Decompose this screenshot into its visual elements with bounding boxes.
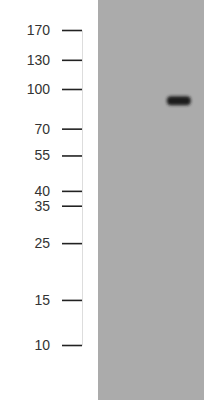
tick-label: 55 [34,147,50,163]
tick-mark [62,30,82,32]
tick-mark [62,243,82,245]
tick: 10 [34,337,82,353]
tick-mark [62,345,82,347]
tick-mark [62,60,82,62]
bands [167,96,191,105]
tick-label: 40 [34,183,50,199]
tick-mark [62,300,82,302]
tick-label: 100 [27,81,51,97]
y-axis: 170 130 100 70 55 4035 25 15 10 [27,22,83,353]
tick-mark [62,205,82,207]
tick-label: 25 [34,235,50,251]
tick-label: 70 [34,121,50,137]
tick-mark [62,191,82,193]
tick-label: 10 [34,337,50,353]
tick-label: 170 [27,22,51,38]
tick: 170 [27,22,82,38]
membrane [98,0,204,400]
tick: 130 [27,52,82,68]
tick-mark [62,128,82,130]
axis-line [82,31,83,346]
tick: 100 [27,81,82,97]
band [167,96,191,105]
tick: 40 [34,183,82,199]
figure: 170 130 100 70 55 4035 25 15 10 [0,0,204,400]
tick: 35 [34,198,82,214]
tick-mark [62,89,82,91]
tick-mark [62,155,82,157]
tick-label: 130 [27,52,51,68]
tick: 25 [34,235,82,251]
tick: 70 [34,121,82,137]
tick-label: 35 [34,198,50,214]
background [0,0,204,400]
tick: 55 [34,147,82,163]
tick: 15 [34,292,82,308]
tick-label: 15 [34,292,50,308]
